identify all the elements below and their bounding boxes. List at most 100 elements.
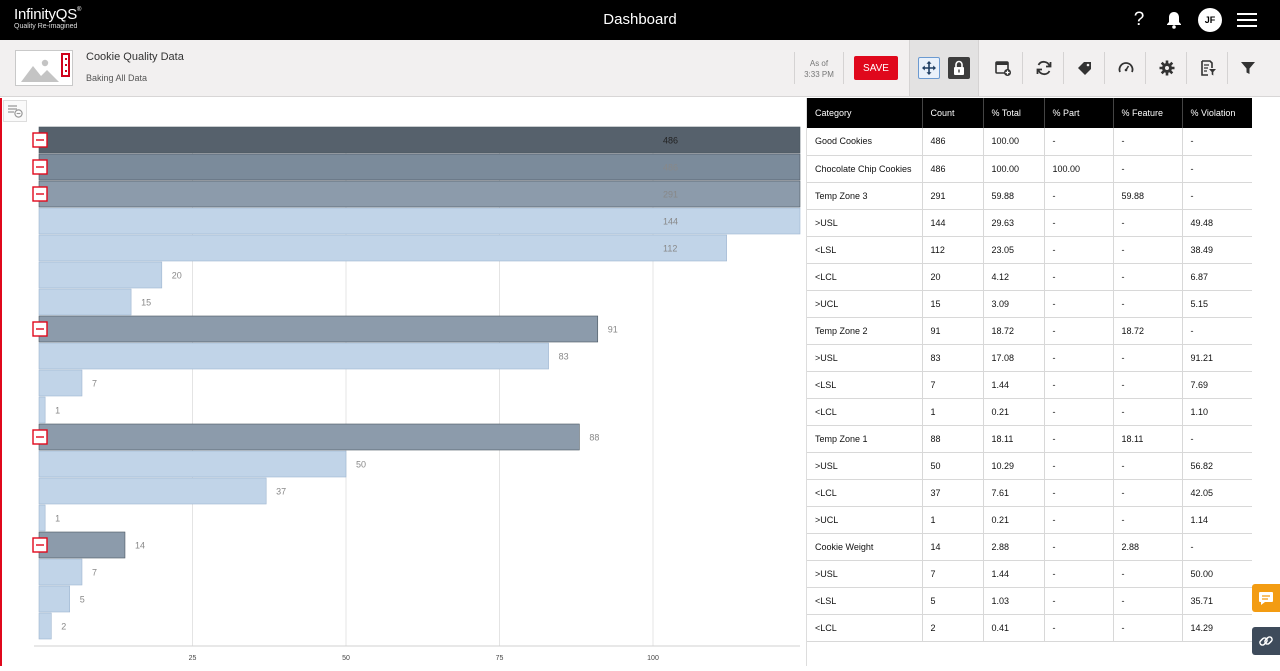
column-header[interactable]: % Total: [983, 98, 1045, 128]
edit-mode-group: [909, 40, 979, 96]
image-placeholder-icon[interactable]: [15, 50, 73, 86]
collapse-toggle-icon[interactable]: [32, 537, 48, 553]
table-cell: 1.14: [1182, 506, 1252, 534]
table-row[interactable]: <LSL 7 1.44- -7.69: [807, 371, 1252, 399]
table-cell: Temp Zone 1: [807, 425, 923, 453]
data-label: 88: [589, 433, 599, 443]
table-cell: 2.88: [1113, 533, 1183, 561]
column-header[interactable]: % Violation: [1182, 98, 1252, 128]
bar[interactable]: [38, 261, 163, 289]
bar[interactable]: [38, 531, 126, 559]
table-cell: <LCL: [807, 263, 923, 291]
table-row[interactable]: <LCL 37 7.61- -42.05: [807, 479, 1252, 507]
data-label: 7: [92, 568, 97, 578]
dashboard-title: Cookie Quality Data: [86, 51, 184, 63]
column-header[interactable]: Count: [922, 98, 984, 128]
table-cell: 112: [922, 236, 984, 264]
table-row[interactable]: >USL 144 29.63- -49.48: [807, 209, 1252, 237]
table-row[interactable]: Temp Zone 3 291 59.88-59.88-: [807, 182, 1252, 210]
refresh-icon[interactable]: [1033, 57, 1055, 79]
table-row[interactable]: Temp Zone 2 91 18.72-18.72-: [807, 317, 1252, 345]
table-row[interactable]: Temp Zone 1 88 18.11-18.11-: [807, 425, 1252, 453]
table-cell: 7: [922, 560, 984, 588]
table-header-row: Category Count% Total% Part% Feature% Vio…: [807, 98, 1252, 128]
table-cell: 0.21: [983, 398, 1045, 426]
table-cell: -: [1113, 614, 1183, 642]
table-row[interactable]: <LSL 112 23.05- -38.49: [807, 236, 1252, 264]
bar[interactable]: [38, 369, 83, 397]
bar[interactable]: [38, 180, 801, 208]
table-cell: -: [1044, 587, 1114, 615]
avatar[interactable]: JF: [1198, 8, 1222, 32]
app-logo[interactable]: InfinityQS® Quality Re-imagined: [14, 6, 82, 30]
collapse-toggle-icon[interactable]: [32, 321, 48, 337]
column-header[interactable]: % Part: [1044, 98, 1114, 128]
bar[interactable]: [38, 585, 71, 613]
column-header[interactable]: % Feature: [1113, 98, 1183, 128]
bar[interactable]: [38, 126, 801, 154]
table-row[interactable]: <LSL 5 1.03- -35.71: [807, 587, 1252, 615]
table-row[interactable]: <LCL 2 0.41- -14.29: [807, 614, 1252, 642]
bar[interactable]: [38, 315, 599, 343]
x-tick-label: 75: [496, 655, 504, 662]
table-row[interactable]: >USL 50 10.29- -56.82: [807, 452, 1252, 480]
table-cell: Good Cookies: [807, 128, 923, 156]
gauge-icon[interactable]: [1115, 57, 1137, 79]
table-cell: -: [1044, 533, 1114, 561]
table-row[interactable]: Cookie Weight 14 2.88-2.88-: [807, 533, 1252, 561]
add-tile-icon[interactable]: [992, 57, 1014, 79]
table-cell: 2: [922, 614, 984, 642]
move-icon[interactable]: [918, 57, 940, 79]
filter-icon[interactable]: [1237, 57, 1259, 79]
table-cell: -: [1113, 479, 1183, 507]
bar[interactable]: [38, 342, 549, 370]
table-cell: Cookie Weight: [807, 533, 923, 561]
gear-icon[interactable]: [1156, 57, 1178, 79]
table-row[interactable]: <LCL 1 0.21- -1.10: [807, 398, 1252, 426]
chat-icon[interactable]: [1252, 584, 1280, 612]
bar[interactable]: [38, 207, 801, 235]
tag-icon[interactable]: [1074, 57, 1096, 79]
report-filter-icon[interactable]: [1197, 57, 1219, 79]
collapse-toggle-icon[interactable]: [32, 186, 48, 202]
table-row[interactable]: >USL 7 1.44- -50.00: [807, 560, 1252, 588]
bar[interactable]: [38, 396, 46, 424]
bar[interactable]: [38, 477, 267, 505]
link-icon[interactable]: [1252, 627, 1280, 655]
collapse-toggle-icon[interactable]: [32, 132, 48, 148]
column-header[interactable]: Category: [807, 98, 923, 128]
bar[interactable]: [38, 558, 83, 586]
table-row[interactable]: Good Cookies 486 100.00- - -: [807, 128, 1252, 156]
bar[interactable]: [38, 423, 580, 451]
hamburger-menu-icon[interactable]: [1235, 8, 1259, 32]
bar[interactable]: [38, 450, 347, 478]
table-row[interactable]: >UCL 15 3.09- -5.15: [807, 290, 1252, 318]
table-row[interactable]: >USL 83 17.08- -91.21: [807, 344, 1252, 372]
table-cell: 35.71: [1182, 587, 1252, 615]
collapse-icon[interactable]: [3, 100, 27, 122]
table-cell: -: [1044, 479, 1114, 507]
table-cell: 7.61: [983, 479, 1045, 507]
table-row[interactable]: >UCL 1 0.21- -1.14: [807, 506, 1252, 534]
table-row[interactable]: <LCL 20 4.12- -6.87: [807, 263, 1252, 291]
table-cell: -: [1113, 506, 1183, 534]
collapse-toggle-icon[interactable]: [32, 159, 48, 175]
table-row[interactable]: Chocolate Chip Cookies 486 100.00 100.00- -: [807, 155, 1252, 183]
table-cell: >UCL: [807, 506, 923, 534]
bell-icon[interactable]: [1162, 8, 1186, 32]
bar[interactable]: [38, 612, 52, 640]
table-cell: -: [1182, 533, 1252, 561]
logo-tagline: Quality Re-imagined: [14, 23, 78, 30]
help-icon[interactable]: ?: [1133, 9, 1145, 30]
divider: [1227, 52, 1228, 84]
bar[interactable]: [38, 234, 727, 262]
save-button[interactable]: SAVE: [854, 56, 898, 80]
as-of-time: 3:33 PM: [804, 70, 834, 79]
bar[interactable]: [38, 288, 132, 316]
table-cell: 23.05: [983, 236, 1045, 264]
collapse-toggle-icon[interactable]: [32, 429, 48, 445]
lock-icon[interactable]: [948, 57, 970, 79]
table-cell: Chocolate Chip Cookies: [807, 155, 923, 183]
bar[interactable]: [38, 504, 46, 532]
bar[interactable]: [38, 153, 801, 181]
